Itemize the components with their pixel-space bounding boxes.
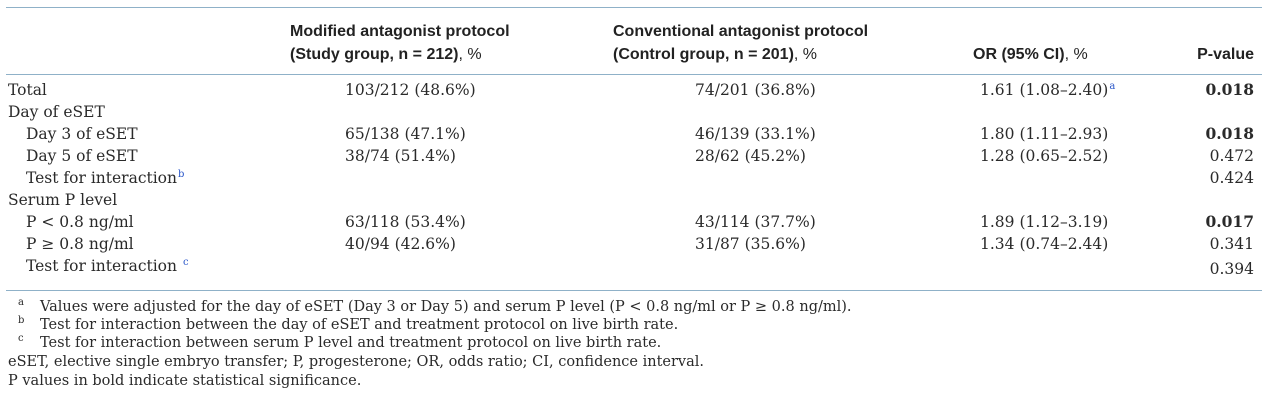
group-label: Serum P level [8, 191, 118, 209]
control-group-header: Conventional antagonist protocol (Contro… [613, 20, 868, 66]
row-label: P ≥ 0.8 ng/ml [26, 235, 134, 253]
study-value: 103/212 (48.6%) [345, 81, 476, 99]
control-header-line2: (Control group, n = 201) [613, 46, 794, 63]
control-value: 31/87 (35.6%) [695, 235, 806, 253]
footnote-text: Test for interaction between serum P lev… [40, 335, 662, 351]
control-value: 74/201 (36.8%) [695, 81, 816, 99]
or-value-text: 1.61 (1.08–2.40) [980, 81, 1109, 99]
study-header-unit: , % [458, 46, 482, 63]
footnote-c: c Test for interaction between serum P le… [18, 333, 662, 351]
control-value: 46/139 (33.1%) [695, 125, 816, 143]
study-value: 63/118 (53.4%) [345, 213, 466, 231]
significance-note: P values in bold indicate statistical si… [8, 373, 362, 389]
footnote-a: a Values were adjusted for the day of eSE… [18, 297, 852, 315]
study-group-header: Modified antagonist protocol (Study grou… [290, 20, 510, 66]
study-value: 40/94 (42.6%) [345, 235, 456, 253]
row-label: Total [8, 81, 47, 99]
abbreviations-note: eSET, elective single embryo transfer; P… [8, 354, 704, 370]
p-value: 0.018 [1205, 80, 1254, 99]
study-header-line1: Modified antagonist protocol [290, 23, 510, 40]
header-bottom-rule [6, 74, 1262, 75]
p-value: 0.394 [1209, 260, 1254, 278]
footnote-b: b Test for interaction between the day of… [18, 315, 679, 333]
or-header-unit: , % [1064, 46, 1088, 63]
row-label: Day 5 of eSET [26, 147, 138, 165]
control-header-unit: , % [793, 46, 818, 63]
or-value: 1.34 (0.74–2.44) [980, 235, 1109, 253]
p-value: 0.424 [1209, 169, 1254, 187]
row-label: P < 0.8 ng/ml [26, 213, 134, 231]
p-value: 0.341 [1209, 235, 1254, 253]
or-value: 1.80 (1.11–2.93) [980, 125, 1109, 143]
p-value: 0.472 [1209, 147, 1254, 165]
study-value: 65/138 (47.1%) [345, 125, 466, 143]
interaction-label: Test for interaction [26, 257, 177, 275]
row-label: Test for interaction c [26, 255, 189, 277]
p-value: 0.017 [1205, 212, 1254, 231]
pvalue-header: P-value [1197, 46, 1254, 63]
control-value: 28/62 (45.2%) [695, 147, 806, 165]
footnote-ref-a[interactable]: a [1109, 80, 1116, 92]
interaction-label: Test for interaction [26, 169, 177, 187]
study-header-line2: (Study group, n = 212) [290, 46, 459, 63]
or-header-label: OR (95% CI) [973, 46, 1065, 63]
or-value: 1.89 (1.12–3.19) [980, 213, 1109, 231]
or-header: OR (95% CI), % [973, 43, 1088, 66]
control-value: 43/114 (37.7%) [695, 213, 816, 231]
p-value: 0.018 [1205, 124, 1254, 143]
footnote-text: Values were adjusted for the day of eSET… [40, 299, 852, 315]
footnote-ref-b[interactable]: b [178, 168, 185, 180]
or-value: 1.28 (0.65–2.52) [980, 147, 1109, 165]
row-label: Test for interactionb [26, 167, 184, 189]
row-label: Day 3 of eSET [26, 125, 138, 143]
footnote-ref-c[interactable]: c [182, 256, 189, 268]
table-bottom-rule [6, 290, 1262, 291]
footnote-text: Test for interaction between the day of … [40, 317, 679, 333]
study-value: 38/74 (51.4%) [345, 147, 456, 165]
group-label: Day of eSET [8, 103, 105, 121]
table-top-rule [6, 7, 1262, 8]
or-value: 1.61 (1.08–2.40)a [980, 79, 1115, 101]
control-header-line1: Conventional antagonist protocol [613, 23, 869, 40]
